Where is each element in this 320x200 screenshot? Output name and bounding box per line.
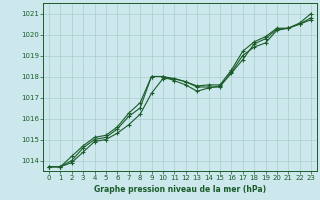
X-axis label: Graphe pression niveau de la mer (hPa): Graphe pression niveau de la mer (hPa) [94, 185, 266, 194]
